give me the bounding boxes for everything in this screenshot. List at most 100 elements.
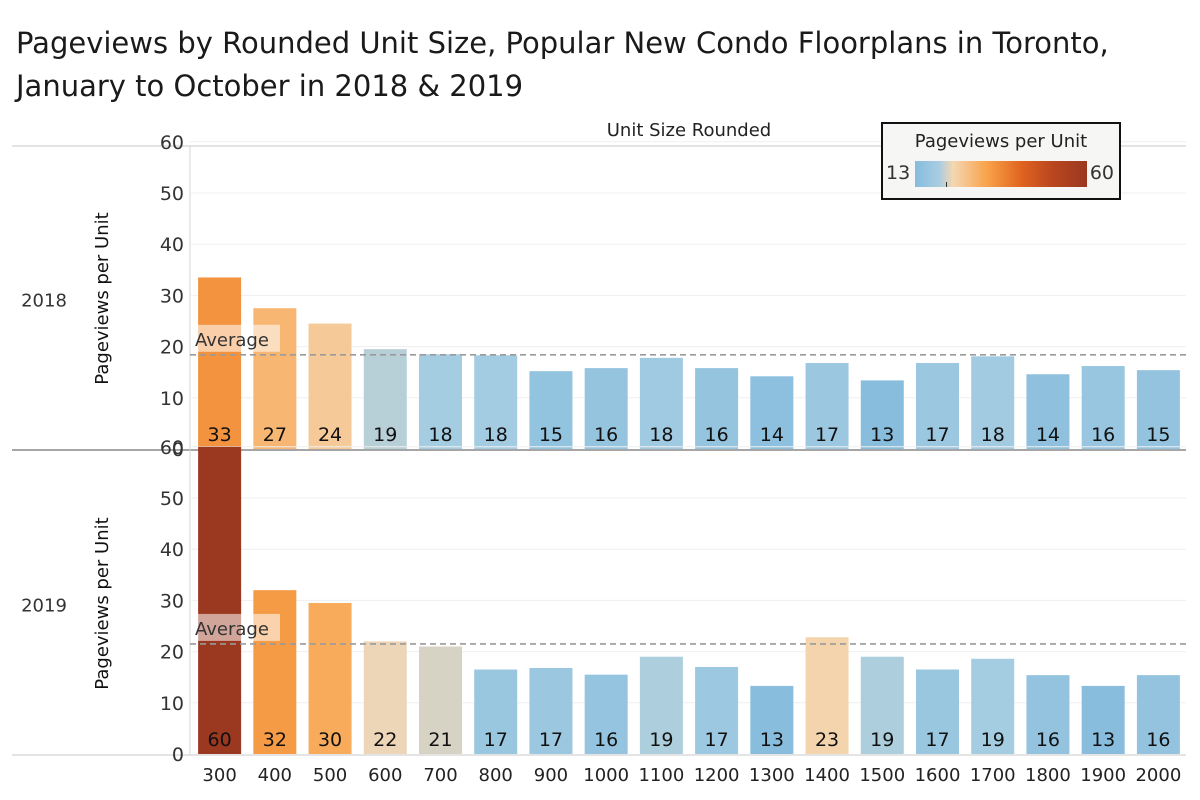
bar-2019-1200 [695, 666, 739, 754]
bar-value-label: 18 [484, 424, 508, 446]
bar-2019-700 [419, 646, 462, 754]
legend-min-label: 13 [886, 162, 911, 184]
bar-value-label: 18 [981, 424, 1005, 446]
legend-tick [946, 182, 947, 187]
bar-2019-1300 [750, 685, 794, 754]
y-tick-label: 0 [172, 439, 184, 461]
bar-value-label: 17 [539, 729, 563, 751]
x-tick-label: 1200 [694, 765, 740, 786]
bar-2019-2000 [1136, 675, 1180, 754]
bar-2018-1200 [695, 368, 739, 449]
bar-value-label: 23 [815, 729, 839, 751]
y-tick-label: 10 [160, 693, 184, 715]
x-tick-label: 1300 [749, 765, 795, 786]
bar-2018-800 [474, 355, 518, 449]
y-tick-label: 30 [160, 285, 184, 307]
y-tick-label: 30 [160, 590, 184, 612]
y-tick-label: 50 [160, 488, 184, 510]
y-tick-label: 60 [160, 437, 184, 459]
bar-2019-500 [308, 602, 352, 754]
bar-value-label: 13 [1091, 729, 1115, 751]
x-axis-header-label: Unit Size Rounded [607, 120, 772, 141]
bar-value-label: 60 [208, 729, 232, 751]
y-tick-label: 0 [172, 744, 184, 766]
bar-value-label: 16 [1146, 729, 1170, 751]
bar-value-label: 17 [925, 729, 949, 751]
bar-value-label: 14 [1036, 424, 1060, 446]
bar-value-label: 32 [263, 729, 287, 751]
bar-2018-1500 [860, 380, 904, 449]
bar-value-label: 18 [428, 424, 452, 446]
chart-root: Unit Size Rounded0102030405060Pageviews … [12, 120, 1186, 786]
bar-2019-900 [529, 667, 573, 754]
bar-2018-600 [363, 349, 407, 449]
y-tick-label: 20 [160, 337, 184, 359]
bar-value-label: 22 [373, 729, 397, 751]
bar-value-label: 16 [705, 424, 729, 446]
bar-value-label: 13 [760, 729, 784, 751]
legend-title: Pageviews per Unit [914, 131, 1088, 152]
bar-2019-300 [198, 446, 242, 754]
y-tick-label: 50 [160, 183, 184, 205]
x-tick-label: 1000 [583, 765, 629, 786]
bar-2019-1400 [805, 637, 849, 754]
bar-2019-1900 [1081, 685, 1125, 754]
bar-2019-800 [474, 669, 518, 754]
y-tick-label: 10 [160, 388, 184, 410]
average-line-label: Average [195, 619, 269, 640]
bar-2018-2000 [1136, 370, 1180, 449]
bar-2018-1100 [639, 357, 683, 449]
bar-2018-1600 [916, 362, 959, 449]
bar-value-label: 16 [594, 729, 618, 751]
y-axis-title: Pageviews per Unit [92, 212, 113, 384]
x-tick-label: 700 [423, 765, 457, 786]
bar-value-label: 19 [373, 424, 397, 446]
bar-value-label: 19 [649, 729, 673, 751]
bar-2019-1000 [584, 674, 628, 754]
bar-value-label: 17 [705, 729, 729, 751]
bar-value-label: 19 [870, 729, 894, 751]
y-tick-label: 20 [160, 642, 184, 664]
bar-value-label: 16 [1036, 729, 1060, 751]
average-line-label: Average [195, 330, 269, 351]
x-tick-label: 600 [368, 765, 402, 786]
bar-value-label: 16 [594, 424, 618, 446]
bar-value-label: 30 [318, 729, 342, 751]
x-tick-label: 1800 [1025, 765, 1071, 786]
chart-title: Pageviews by Rounded Unit Size, Popular … [16, 26, 1109, 103]
bar-2018-1700 [971, 356, 1015, 449]
bar-value-label: 24 [318, 424, 342, 446]
average-label-background [195, 324, 280, 352]
bar-value-label: 17 [925, 424, 949, 446]
y-tick-label: 60 [160, 132, 184, 154]
x-tick-label: 900 [534, 765, 568, 786]
x-tick-label: 1500 [859, 765, 905, 786]
color-legend: Pageviews per Unit 13 60 [881, 122, 1121, 200]
bar-2019-600 [363, 641, 407, 754]
bar-2018-700 [419, 354, 462, 449]
bar-2019-1700 [971, 658, 1015, 754]
legend-max-label: 60 [1089, 162, 1114, 184]
bar-value-label: 16 [1091, 424, 1115, 446]
bar-value-label: 14 [760, 424, 784, 446]
average-label-background [195, 613, 280, 641]
x-tick-label: 2000 [1135, 765, 1181, 786]
bar-value-label: 18 [649, 424, 673, 446]
bar-2018-1000 [584, 368, 628, 449]
x-tick-label: 1900 [1080, 765, 1126, 786]
x-tick-label: 1700 [970, 765, 1016, 786]
bar-2018-300 [198, 277, 242, 449]
bar-value-label: 15 [1146, 424, 1170, 446]
bar-2019-1500 [860, 656, 904, 754]
bar-value-label: 15 [539, 424, 563, 446]
bar-2018-900 [529, 371, 573, 449]
bar-value-label: 13 [870, 424, 894, 446]
x-tick-label: 1100 [638, 765, 684, 786]
y-tick-label: 40 [160, 539, 184, 561]
x-tick-label: 1600 [915, 765, 961, 786]
y-axis-title: Pageviews per Unit [92, 517, 113, 689]
row-header-2019: 2019 [21, 596, 67, 617]
x-tick-label: 400 [258, 765, 292, 786]
x-tick-label: 1400 [804, 765, 850, 786]
